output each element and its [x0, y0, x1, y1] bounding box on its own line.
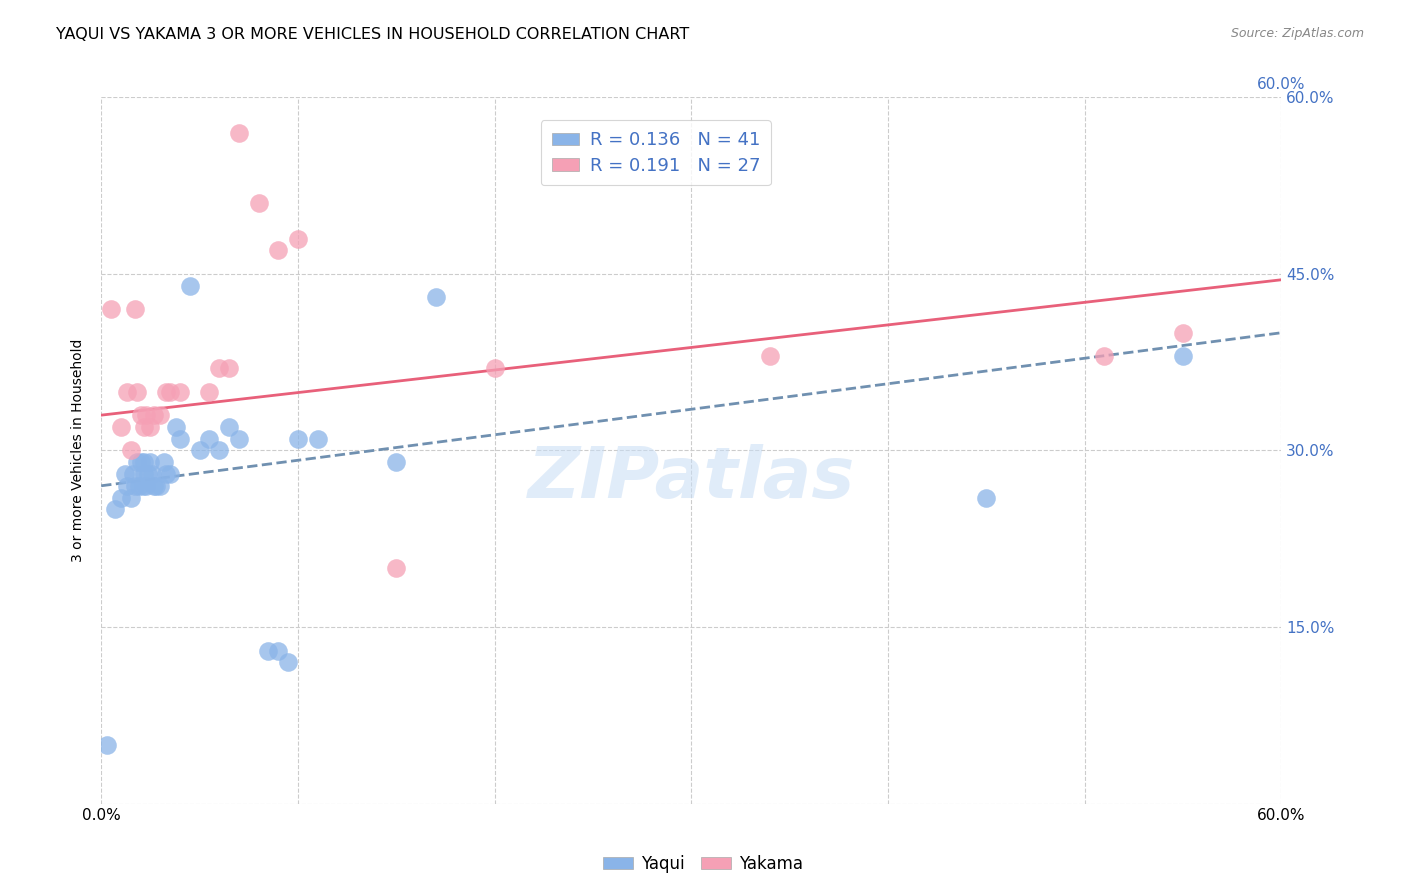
Point — [484, 361, 506, 376]
Point — [120, 443, 142, 458]
Point — [139, 420, 162, 434]
Point — [134, 455, 156, 469]
Text: Source: ZipAtlas.com: Source: ZipAtlas.com — [1230, 27, 1364, 40]
Point — [121, 467, 143, 481]
Point — [143, 479, 166, 493]
Point — [134, 420, 156, 434]
Point — [218, 420, 240, 434]
Point — [159, 467, 181, 481]
Point — [228, 432, 250, 446]
Point — [169, 384, 191, 399]
Point — [104, 502, 127, 516]
Point — [143, 408, 166, 422]
Point — [115, 384, 138, 399]
Point — [138, 467, 160, 481]
Point — [385, 561, 408, 575]
Point — [759, 349, 782, 363]
Point — [307, 432, 329, 446]
Point — [267, 643, 290, 657]
Point — [1092, 349, 1115, 363]
Point — [208, 443, 231, 458]
Text: YAQUI VS YAKAMA 3 OR MORE VEHICLES IN HOUSEHOLD CORRELATION CHART: YAQUI VS YAKAMA 3 OR MORE VEHICLES IN HO… — [56, 27, 689, 42]
Point — [425, 290, 447, 304]
Point — [198, 384, 221, 399]
Point — [141, 467, 163, 481]
Legend: R = 0.136   N = 41, R = 0.191   N = 27: R = 0.136 N = 41, R = 0.191 N = 27 — [541, 120, 770, 186]
Point — [125, 384, 148, 399]
Point — [165, 420, 187, 434]
Point — [114, 467, 136, 481]
Point — [159, 384, 181, 399]
Point — [139, 455, 162, 469]
Point — [153, 455, 176, 469]
Point — [267, 244, 290, 258]
Point — [125, 455, 148, 469]
Point — [110, 491, 132, 505]
Point — [287, 231, 309, 245]
Point — [149, 479, 172, 493]
Point — [179, 278, 201, 293]
Point — [115, 479, 138, 493]
Point — [228, 126, 250, 140]
Point — [287, 432, 309, 446]
Point — [135, 408, 157, 422]
Point — [169, 432, 191, 446]
Point — [1171, 326, 1194, 340]
Point — [1171, 349, 1194, 363]
Text: ZIPatlas: ZIPatlas — [527, 444, 855, 513]
Point — [120, 491, 142, 505]
Point — [198, 432, 221, 446]
Point — [976, 491, 998, 505]
Point — [124, 302, 146, 317]
Point — [128, 479, 150, 493]
Point — [135, 479, 157, 493]
Point — [155, 467, 177, 481]
Point — [134, 467, 156, 481]
Point — [218, 361, 240, 376]
Point — [385, 455, 408, 469]
Point — [188, 443, 211, 458]
Point — [129, 455, 152, 469]
Point — [96, 738, 118, 752]
Point — [100, 302, 122, 317]
Point — [124, 479, 146, 493]
Point — [208, 361, 231, 376]
Y-axis label: 3 or more Vehicles in Household: 3 or more Vehicles in Household — [72, 339, 86, 562]
Point — [131, 479, 153, 493]
Point — [257, 643, 280, 657]
Point — [247, 196, 270, 211]
Point — [129, 408, 152, 422]
Point — [277, 656, 299, 670]
Point — [110, 420, 132, 434]
Point — [145, 479, 167, 493]
Legend: Yaqui, Yakama: Yaqui, Yakama — [596, 848, 810, 880]
Point — [149, 408, 172, 422]
Point — [155, 384, 177, 399]
